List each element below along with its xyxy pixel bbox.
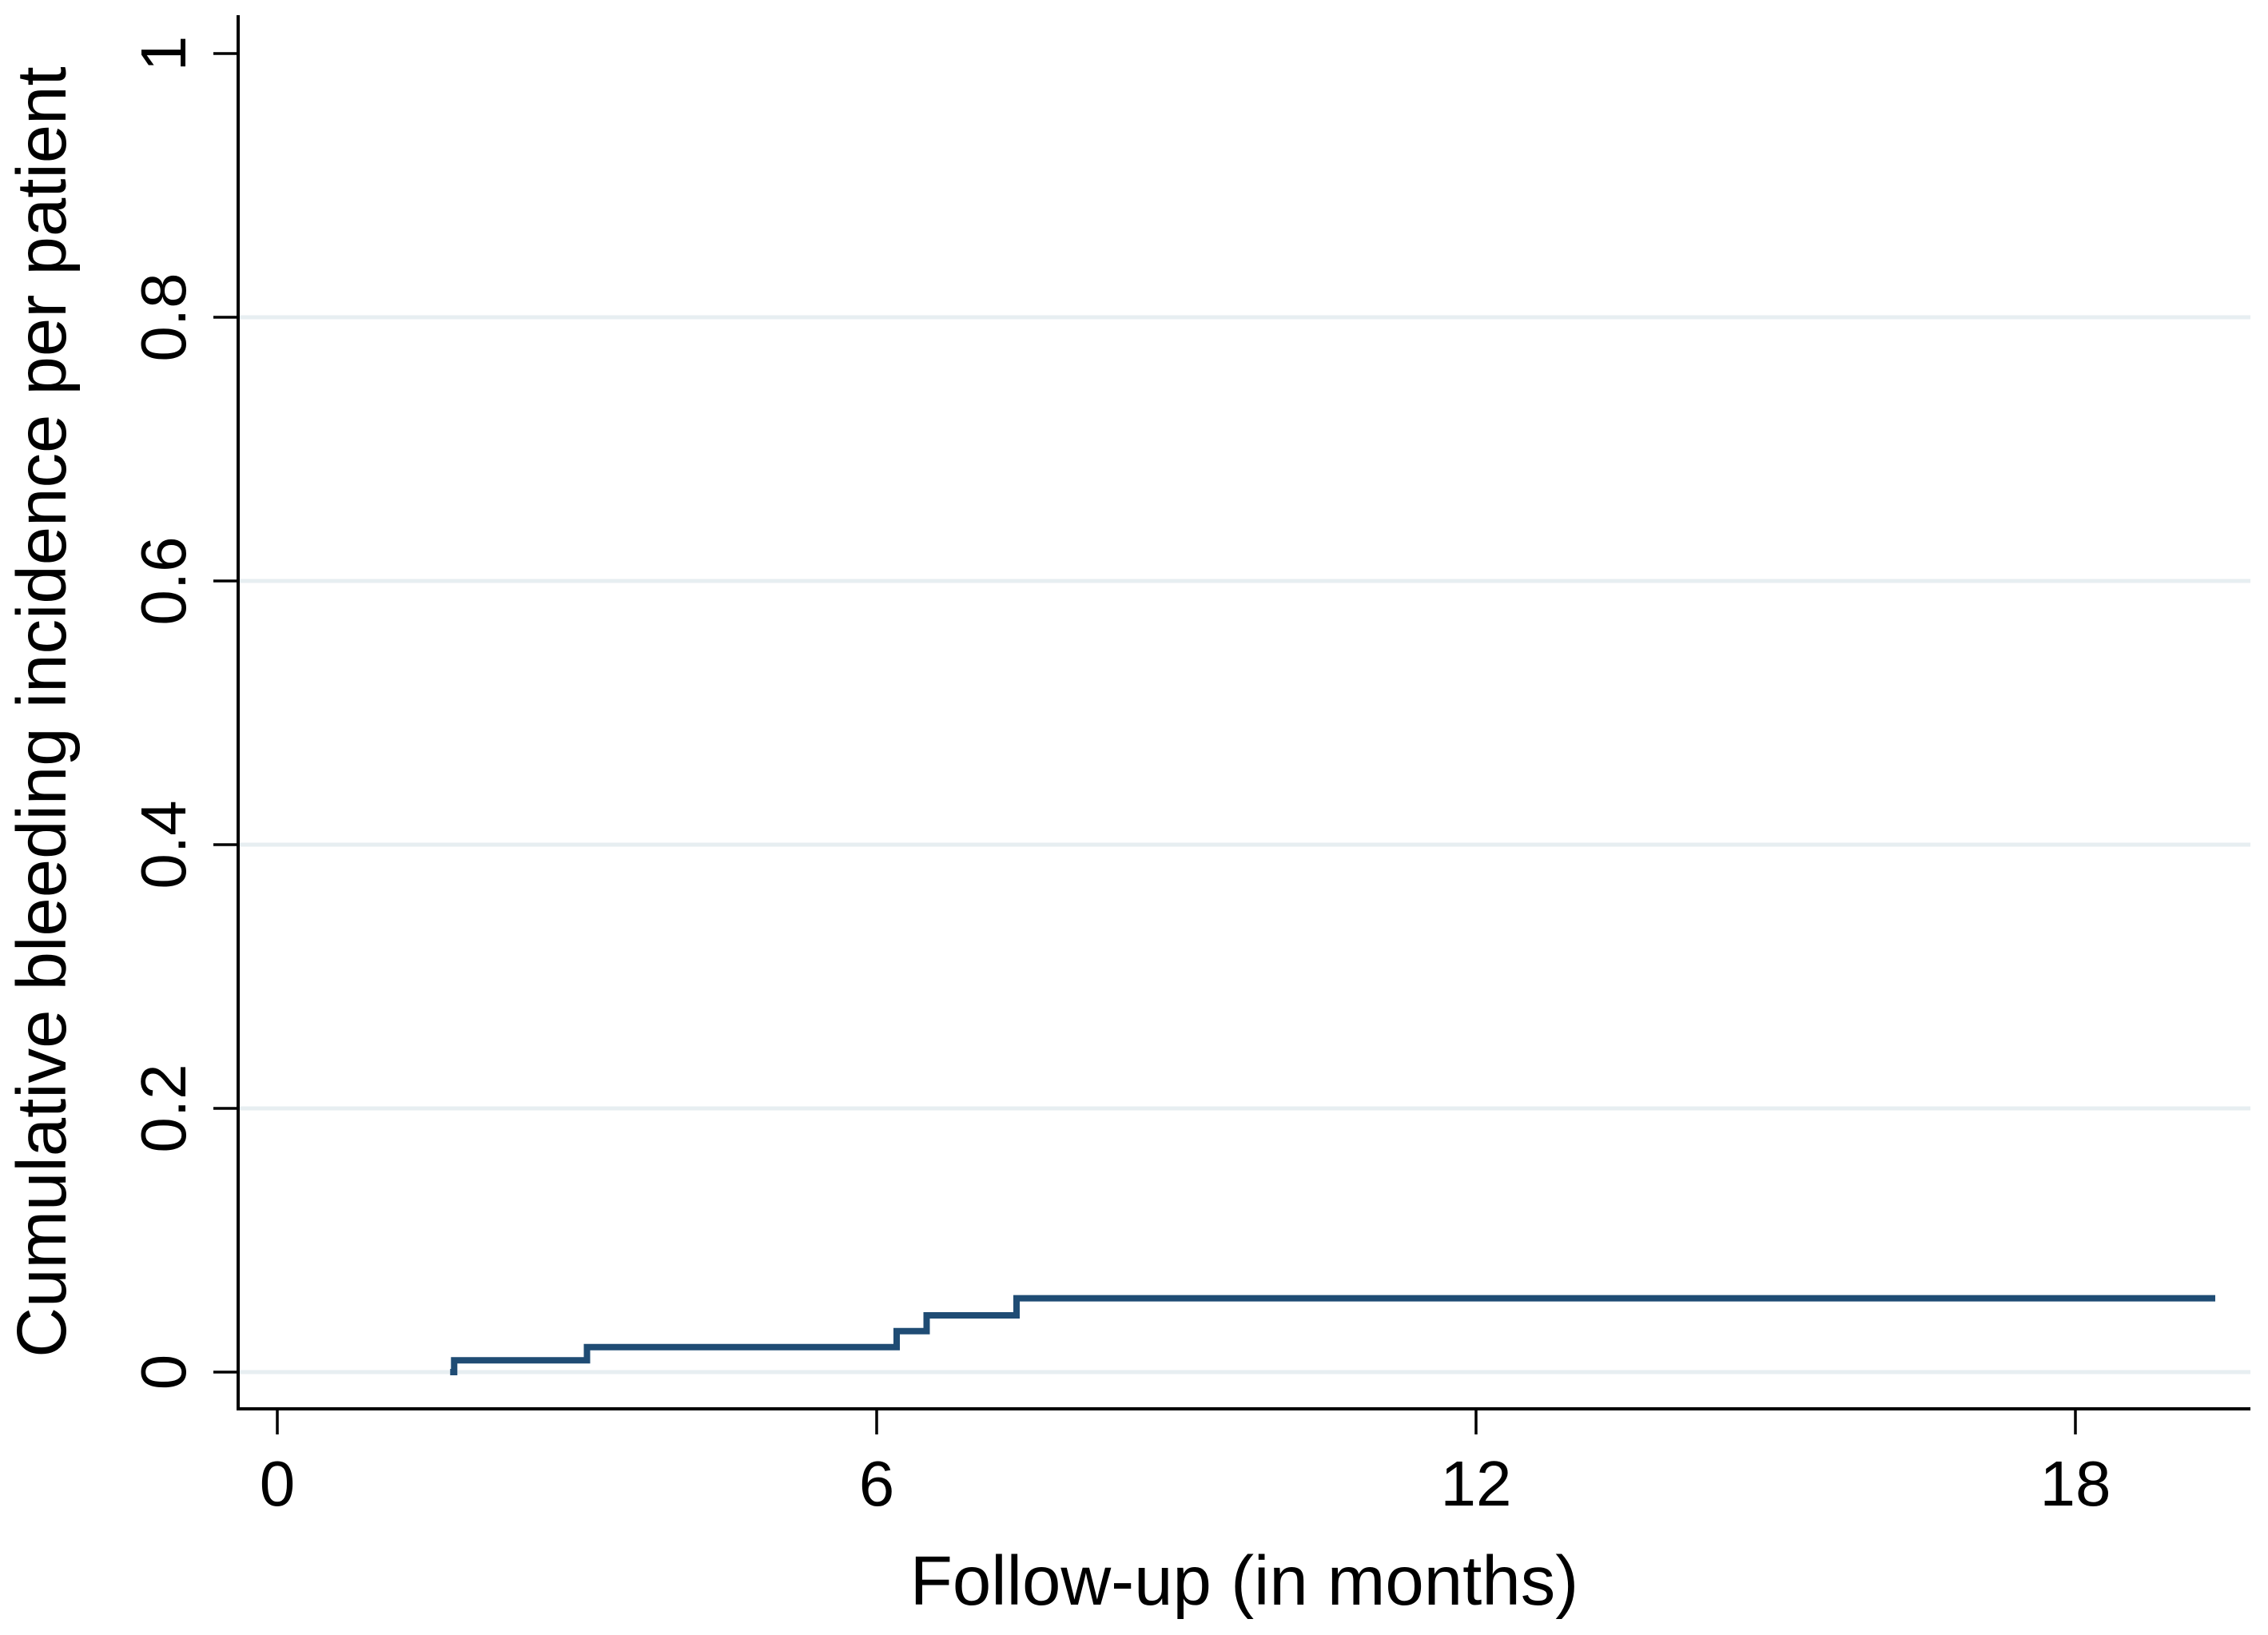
y-tick-label: 0 — [128, 1355, 199, 1390]
x-tick-label: 6 — [859, 1448, 895, 1519]
x-tick-label: 12 — [1441, 1448, 1512, 1519]
y-axis-title: Cumulative bleeding incidence per patien… — [3, 66, 81, 1357]
y-tick-label: 0.6 — [128, 536, 199, 625]
axes-group — [237, 15, 2250, 1410]
y-tick-label: 0.8 — [128, 272, 199, 361]
ticks-group: 0 0.2 0.4 0.6 0.8 1 0 6 12 18 — [128, 36, 2111, 1519]
y-tick-label: 0.4 — [128, 800, 199, 889]
y-tick-label: 0.2 — [128, 1064, 199, 1152]
gridlines-group — [240, 315, 2250, 1374]
y-tick-label: 1 — [128, 36, 199, 72]
x-axis-title: Follow-up (in months) — [910, 1542, 1578, 1620]
cumulative-incidence-step-curve — [450, 1295, 2215, 1375]
x-tick-label: 0 — [260, 1448, 296, 1519]
curve-group — [450, 1295, 2215, 1375]
x-tick-label: 18 — [2040, 1448, 2111, 1519]
